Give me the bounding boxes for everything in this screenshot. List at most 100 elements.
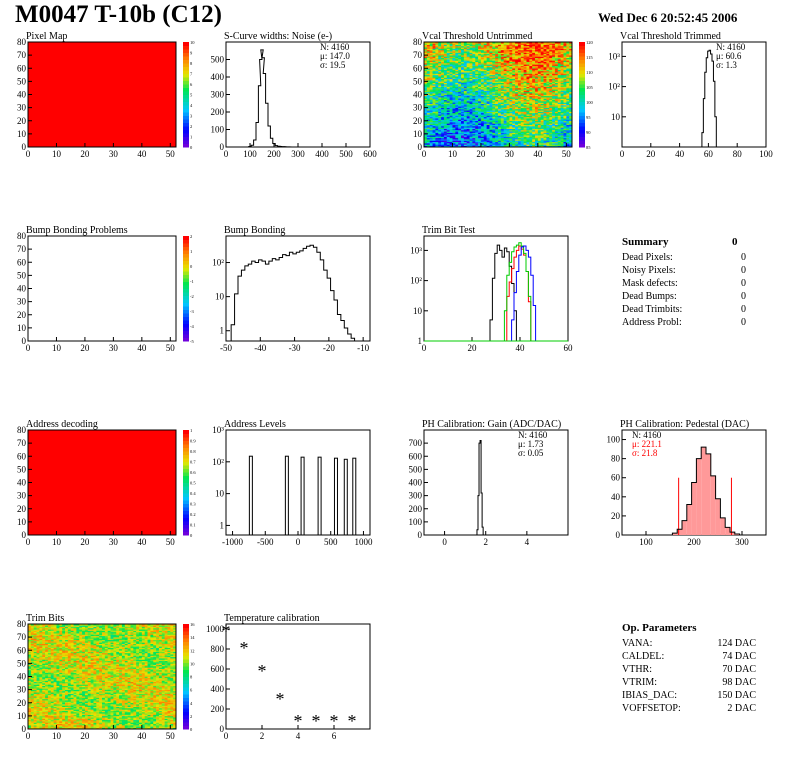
heatmap-cell xyxy=(503,72,507,74)
heatmap-cell xyxy=(554,45,559,48)
heatmap-cell xyxy=(483,91,487,94)
heatmap-cell xyxy=(426,81,430,83)
heatmap-cell xyxy=(441,57,445,60)
heatmap-cell xyxy=(458,91,462,94)
heatmap-cell xyxy=(455,84,459,86)
heatmap-cell xyxy=(429,110,433,112)
heatmap-cell xyxy=(540,78,544,81)
heatmap-cell xyxy=(560,78,564,81)
colorbar-segment xyxy=(183,288,189,293)
heatmap-cell xyxy=(486,145,490,148)
heatmap-cell xyxy=(503,141,507,144)
heatmap-cell xyxy=(486,136,490,139)
heatmap-cell xyxy=(492,74,496,77)
heatmap-cell xyxy=(517,93,522,95)
heatmap-cell xyxy=(435,91,439,94)
heatmap-cell xyxy=(549,116,553,119)
heatmap-cell xyxy=(475,124,479,127)
timestamp: Wed Dec 6 20:52:45 2006 xyxy=(598,10,738,25)
heatmap-cell xyxy=(472,65,476,68)
heatmap-cell xyxy=(446,64,450,66)
heatmap-cell xyxy=(469,56,473,59)
heatmap-cell xyxy=(452,93,456,95)
heatmap-cell xyxy=(449,60,453,62)
heatmap-cell xyxy=(489,64,493,66)
heatmap-cell xyxy=(535,63,539,65)
heatmap-cell xyxy=(443,93,448,95)
heatmap-cell xyxy=(535,57,539,60)
heatmap-cell xyxy=(526,55,530,57)
heatmap-cell xyxy=(512,98,516,101)
heatmap-cell xyxy=(455,61,459,64)
heatmap-cell xyxy=(104,721,108,723)
heatmap-cell xyxy=(435,140,439,143)
heatmap-cell xyxy=(127,723,131,726)
heatmap-cell xyxy=(523,110,527,112)
heatmap-cell xyxy=(438,44,442,47)
heatmap-cell xyxy=(492,124,496,127)
heatmap-cell xyxy=(426,73,430,76)
heatmap-cell xyxy=(552,87,556,90)
heatmap-cell xyxy=(62,725,66,727)
heatmap-cell xyxy=(543,56,547,59)
heatmap-cell xyxy=(475,59,479,61)
heatmap-cell xyxy=(466,123,470,125)
heatmap-cell xyxy=(492,85,496,87)
heatmap-cell xyxy=(469,93,473,95)
heatmap-cell xyxy=(552,65,556,68)
heatmap-cell xyxy=(486,133,490,136)
heatmap-cell xyxy=(526,124,530,127)
heatmap-cell xyxy=(498,76,502,78)
heatmap-cell xyxy=(432,77,436,80)
heatmap-cell xyxy=(540,127,544,129)
heatmap-cell xyxy=(526,45,530,48)
heatmap-cell xyxy=(543,135,547,137)
heatmap-cell xyxy=(523,126,527,128)
heatmap-cell xyxy=(512,102,516,104)
heatmap-cell xyxy=(554,116,559,119)
y-tick-label: 0 xyxy=(418,142,423,152)
heatmap-cell xyxy=(441,56,445,59)
heatmap-cell xyxy=(435,82,439,85)
heatmap-cell xyxy=(167,726,171,728)
heatmap-cell xyxy=(469,53,473,56)
heatmap-cell xyxy=(509,55,513,57)
heatmap-cell xyxy=(429,93,433,95)
heatmap-cell xyxy=(506,57,510,60)
heatmap-cell xyxy=(469,49,473,52)
heatmap-cell xyxy=(498,136,502,139)
heatmap-cell xyxy=(449,119,453,122)
heatmap-cell xyxy=(443,120,448,123)
heatmap-cell xyxy=(475,81,479,83)
heatmap-cell xyxy=(517,131,522,133)
heatmap-cell xyxy=(489,110,493,112)
heatmap-cell xyxy=(147,726,151,728)
chart-ph-gain: PH Calibration: Gain (ADC/DAC)0 2 40100200… xyxy=(409,419,569,547)
heatmap-cell xyxy=(554,103,559,106)
heatmap-cell xyxy=(529,82,533,85)
heatmap-cell xyxy=(452,102,456,104)
heatmap-cell xyxy=(529,78,533,81)
heatmap-cell xyxy=(498,116,502,119)
heatmap-cell xyxy=(512,145,516,148)
heatmap-cell xyxy=(480,55,485,57)
heatmap-cell xyxy=(469,119,473,122)
heatmap-cell xyxy=(435,53,439,56)
heatmap-cell xyxy=(438,143,442,145)
heatmap-cell xyxy=(463,72,467,74)
heatmap-cell xyxy=(554,128,559,131)
x-tick-label: 1000 xyxy=(354,537,373,547)
heatmap-cell xyxy=(520,56,524,59)
heatmap-cell xyxy=(563,93,567,95)
heatmap-cell xyxy=(560,133,564,136)
heatmap-cell xyxy=(540,52,544,55)
heatmap-cell xyxy=(472,103,476,106)
heatmap-cell xyxy=(483,55,487,57)
heatmap-cell xyxy=(535,45,539,48)
heatmap-cell xyxy=(426,43,430,45)
heatmap-cell xyxy=(569,74,573,77)
heatmap-cell xyxy=(424,63,428,65)
heatmap-cell xyxy=(480,122,485,124)
heatmap-cell xyxy=(532,76,536,78)
x-tick-label: 0 xyxy=(26,149,31,159)
